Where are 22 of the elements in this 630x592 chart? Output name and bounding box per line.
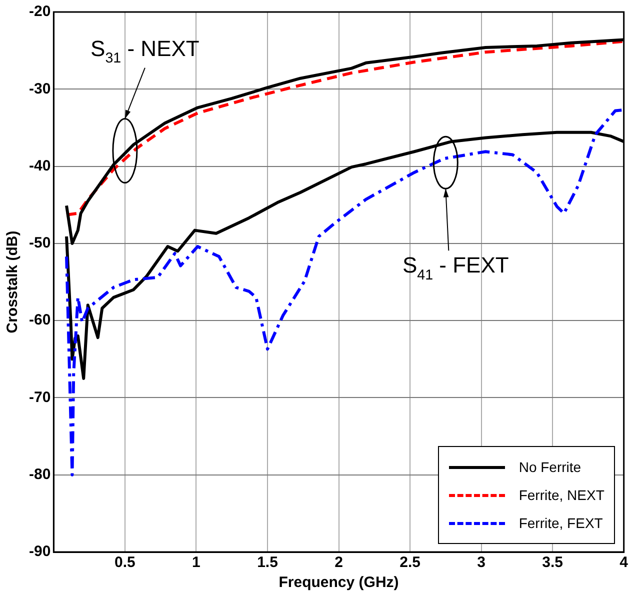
y-tick-label: -80 bbox=[28, 466, 51, 483]
x-tick-label: 2.5 bbox=[400, 554, 420, 572]
y-tick-label: -60 bbox=[28, 312, 51, 329]
y-axis-title: Crosstalk (dB) bbox=[4, 230, 22, 334]
y-tick-label: -70 bbox=[28, 388, 51, 406]
legend-label: Ferrite, FEXT bbox=[518, 515, 603, 531]
x-tick-label: 3 bbox=[477, 554, 486, 572]
line-series bbox=[65, 108, 624, 476]
legend-label: Ferrite, NEXT bbox=[518, 487, 604, 503]
x-tick-label: 2 bbox=[334, 554, 343, 572]
x-tick-label: 3.5 bbox=[542, 554, 563, 572]
x-tick-label: 0.5 bbox=[114, 554, 136, 572]
y-tick-label: -50 bbox=[28, 234, 51, 252]
y-tick-label: -40 bbox=[28, 157, 51, 174]
x-axis-title: Frequency (GHz) bbox=[278, 574, 399, 592]
legend-label: No Ferrite bbox=[518, 459, 582, 475]
x-tick-label: 1 bbox=[192, 554, 200, 572]
x-tick-label: 1.5 bbox=[257, 554, 278, 572]
y-tick-label: -20 bbox=[28, 3, 51, 20]
y-tick-label: -30 bbox=[28, 80, 51, 98]
y-tick-label: -90 bbox=[28, 543, 51, 560]
x-tick-label: 4 bbox=[620, 554, 629, 572]
